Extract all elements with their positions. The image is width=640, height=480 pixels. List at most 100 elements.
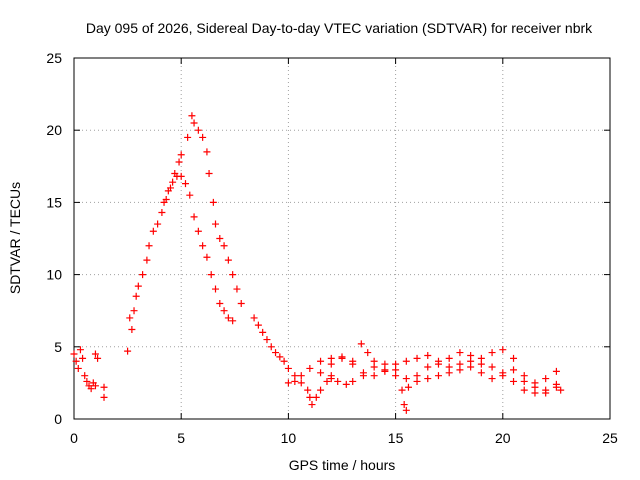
data-point bbox=[212, 220, 220, 228]
data-point bbox=[132, 292, 140, 300]
data-point bbox=[398, 386, 406, 394]
data-point bbox=[349, 357, 357, 365]
data-point bbox=[143, 256, 151, 264]
data-point bbox=[312, 393, 320, 401]
data-point bbox=[224, 314, 232, 322]
data-point bbox=[370, 372, 378, 380]
data-point bbox=[381, 366, 389, 374]
data-point bbox=[149, 227, 157, 235]
x-tick-label: 0 bbox=[70, 430, 78, 446]
data-point bbox=[542, 389, 550, 397]
data-point bbox=[169, 178, 177, 186]
data-point bbox=[445, 354, 453, 362]
chart-title: Day 095 of 2026, Sidereal Day-to-day VTE… bbox=[86, 20, 593, 36]
data-point bbox=[203, 253, 211, 261]
data-point bbox=[199, 133, 207, 141]
data-point bbox=[194, 227, 202, 235]
x-tick-label: 25 bbox=[602, 430, 618, 446]
y-tick-label: 15 bbox=[46, 194, 62, 210]
data-point bbox=[158, 209, 166, 217]
data-point bbox=[402, 357, 410, 365]
y-axis-label: SDTVAR / TECUs bbox=[7, 182, 23, 294]
data-point bbox=[434, 357, 442, 365]
data-point bbox=[177, 172, 185, 180]
data-point bbox=[342, 380, 350, 388]
data-point bbox=[276, 353, 284, 361]
data-point bbox=[308, 401, 316, 409]
data-point bbox=[145, 242, 153, 250]
x-tick-label: 20 bbox=[495, 430, 511, 446]
data-point bbox=[402, 406, 410, 414]
data-point bbox=[139, 271, 147, 279]
data-point bbox=[220, 242, 228, 250]
y-tick-label: 25 bbox=[46, 50, 62, 66]
data-point bbox=[306, 364, 314, 372]
data-point bbox=[272, 349, 280, 357]
data-points bbox=[70, 112, 565, 414]
data-point bbox=[327, 360, 335, 368]
data-point bbox=[552, 367, 560, 375]
x-tick-label: 15 bbox=[388, 430, 404, 446]
data-point bbox=[338, 354, 346, 362]
data-point bbox=[284, 379, 292, 387]
data-point bbox=[250, 314, 258, 322]
data-point bbox=[91, 382, 99, 390]
data-point bbox=[291, 377, 299, 385]
x-axis-ticks: 0 5 10 15 20 25 bbox=[70, 58, 618, 446]
data-point bbox=[124, 347, 132, 355]
data-point bbox=[194, 126, 202, 134]
data-point bbox=[334, 377, 342, 385]
data-point bbox=[207, 271, 215, 279]
data-point bbox=[181, 180, 189, 188]
data-point bbox=[154, 220, 162, 228]
data-point bbox=[317, 369, 325, 377]
data-point bbox=[402, 375, 410, 383]
data-point bbox=[488, 375, 496, 383]
y-tick-label: 0 bbox=[54, 411, 62, 427]
data-point bbox=[74, 364, 82, 372]
data-point bbox=[392, 360, 400, 368]
data-point bbox=[81, 372, 89, 380]
data-point bbox=[323, 377, 331, 385]
data-point bbox=[94, 354, 102, 362]
data-point bbox=[510, 377, 518, 385]
data-point bbox=[126, 314, 134, 322]
data-point bbox=[224, 256, 232, 264]
data-point bbox=[100, 383, 108, 391]
data-point bbox=[229, 317, 237, 325]
x-tick-label: 10 bbox=[281, 430, 297, 446]
data-point bbox=[477, 354, 485, 362]
data-point bbox=[175, 158, 183, 166]
data-point bbox=[79, 354, 87, 362]
grid-lines bbox=[74, 58, 610, 419]
data-point bbox=[130, 307, 138, 315]
data-point bbox=[72, 357, 80, 365]
data-point bbox=[128, 325, 136, 333]
data-point bbox=[280, 357, 288, 365]
data-point bbox=[203, 148, 211, 156]
data-point bbox=[160, 198, 168, 206]
data-point bbox=[359, 372, 367, 380]
data-point bbox=[400, 401, 408, 409]
data-point bbox=[542, 375, 550, 383]
data-point bbox=[216, 235, 224, 242]
data-point bbox=[199, 242, 207, 250]
data-point bbox=[233, 285, 241, 293]
y-tick-label: 5 bbox=[54, 339, 62, 355]
data-point bbox=[212, 285, 220, 293]
data-point bbox=[510, 366, 518, 374]
y-tick-label: 10 bbox=[46, 267, 62, 283]
data-point bbox=[364, 349, 372, 357]
data-point bbox=[229, 271, 237, 279]
data-point bbox=[413, 354, 421, 362]
data-point bbox=[520, 386, 528, 394]
data-point bbox=[306, 393, 314, 401]
data-point bbox=[91, 350, 99, 358]
data-point bbox=[263, 336, 271, 344]
data-point bbox=[404, 383, 412, 391]
data-point bbox=[220, 307, 228, 315]
data-point bbox=[164, 187, 172, 195]
data-point bbox=[424, 351, 432, 359]
data-point bbox=[100, 393, 108, 401]
